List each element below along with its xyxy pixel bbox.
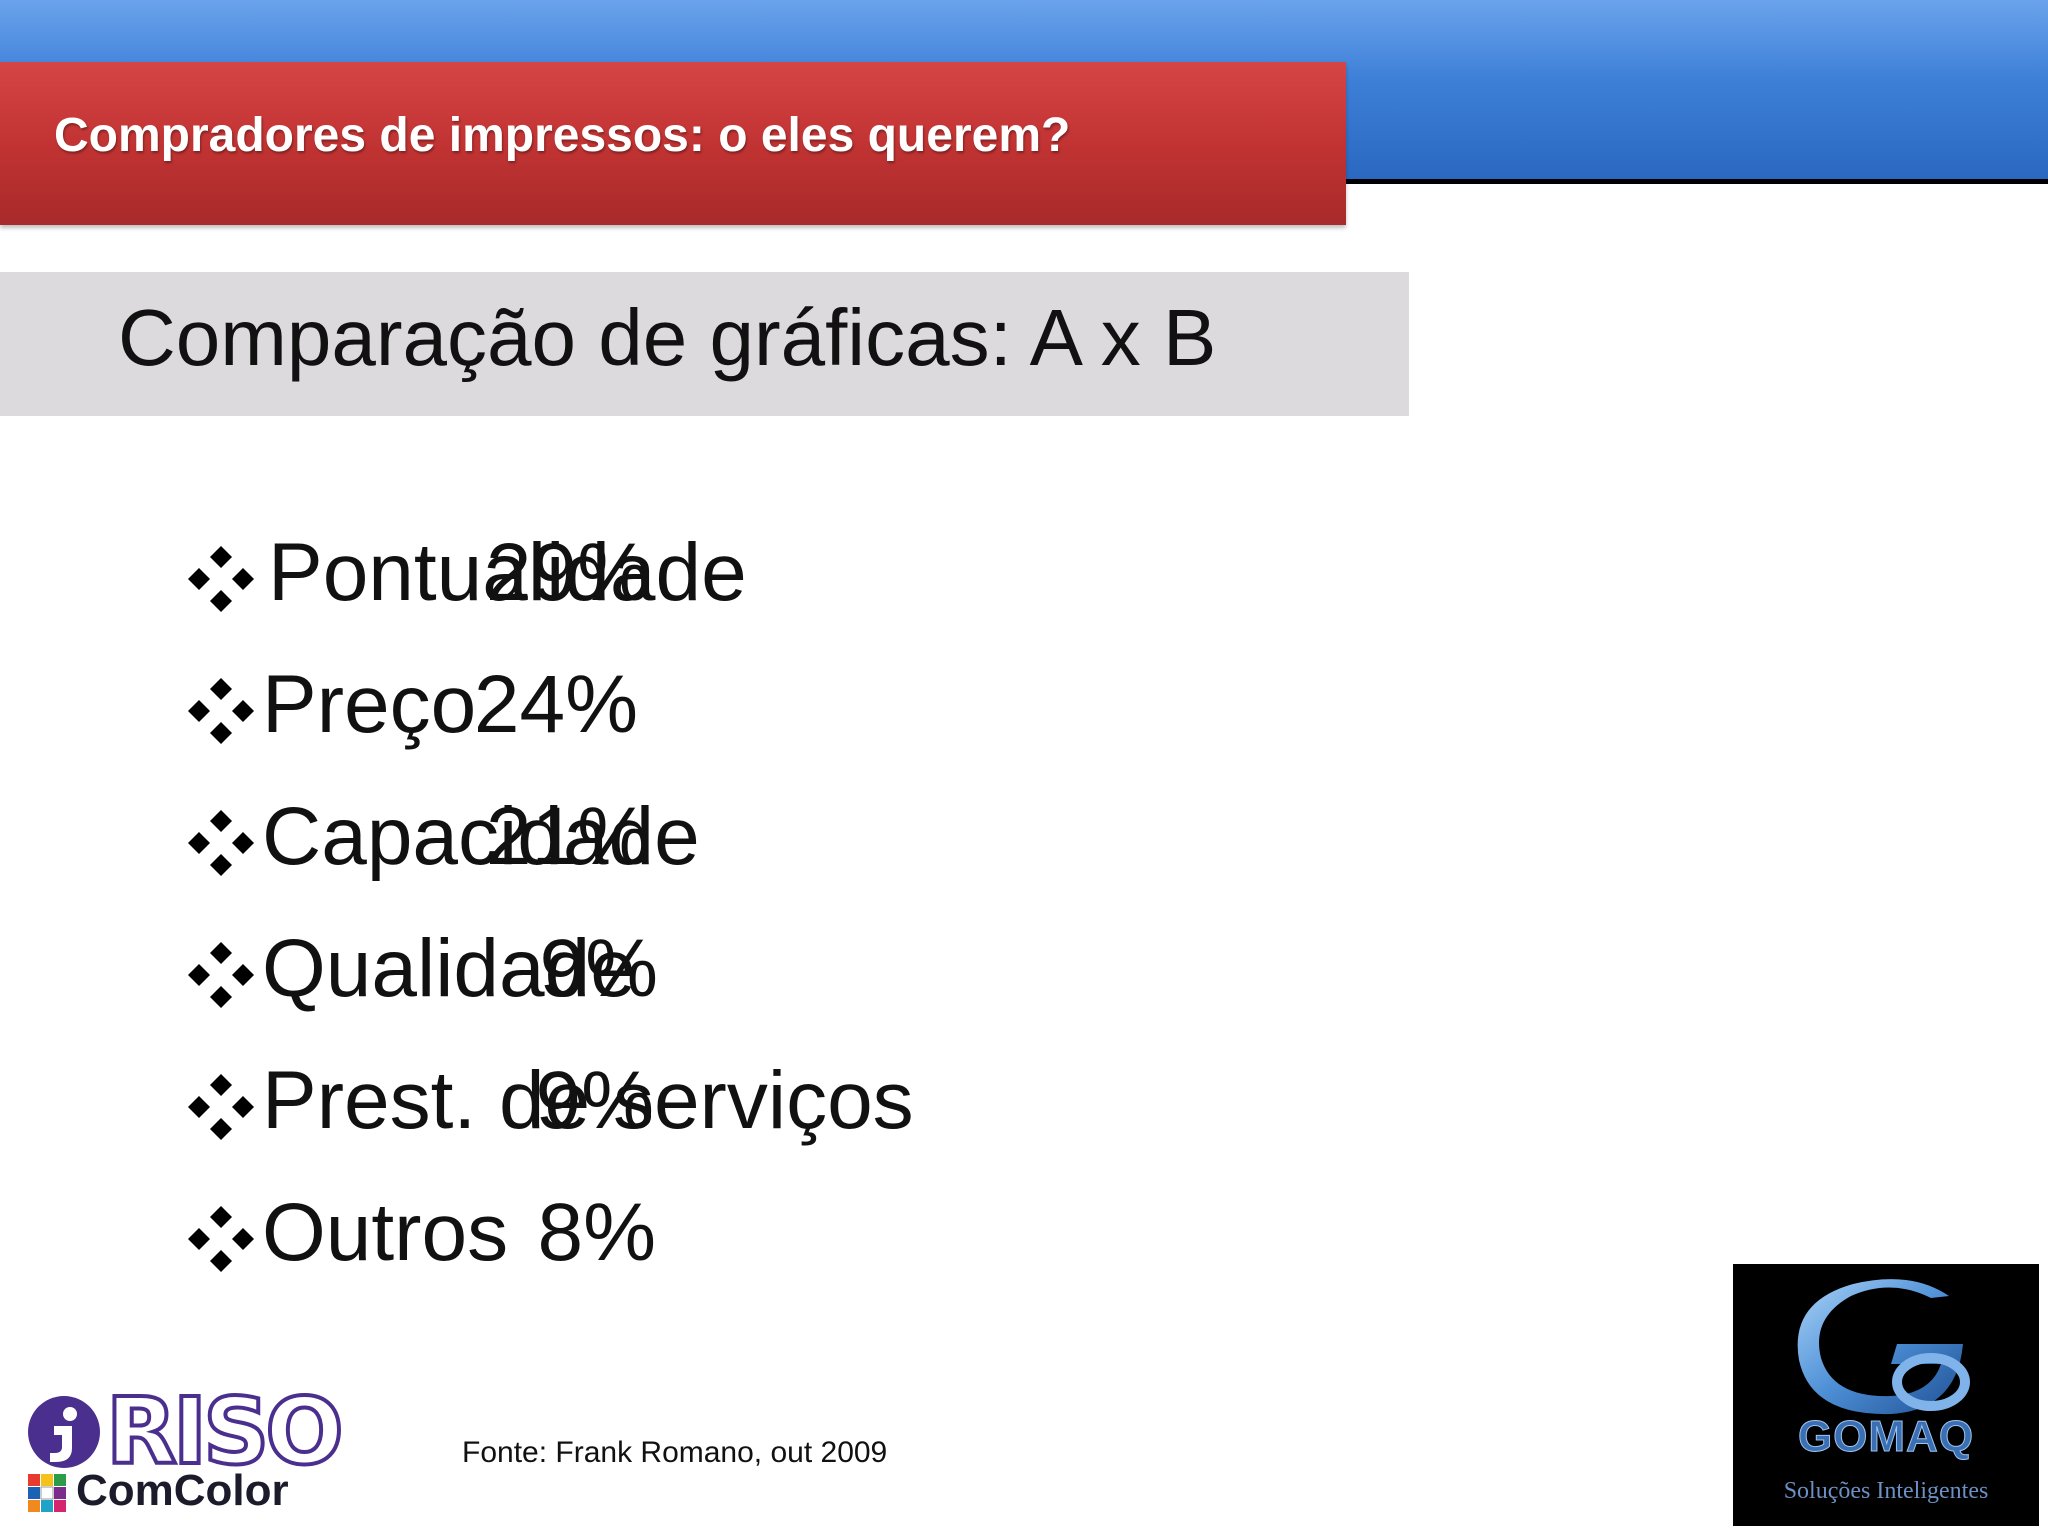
riso-wordmark: RISO (104, 1378, 346, 1485)
list-item: Qualidade 9% (0, 914, 1400, 1024)
diamond-bullet-icon (188, 1206, 254, 1272)
item-value: 9% (539, 923, 658, 1014)
diamond-bullet-icon (188, 678, 254, 744)
item-value: 21% (485, 791, 650, 882)
item-label: Prest. de serviços (262, 1055, 914, 1146)
slide-subtitle: Comparação de gráficas: A x B (118, 293, 1217, 382)
item-label: Qualidade (262, 923, 636, 1014)
item-value: 9% (535, 1055, 654, 1146)
diamond-bullet-icon (188, 810, 254, 876)
list-item: Capacidade 21% (0, 782, 1400, 892)
gomaq-tagline: Soluções Inteligentes (1783, 1478, 1989, 1504)
riso-mark-icon (28, 1396, 100, 1468)
item-label: Preço (262, 659, 477, 750)
list-item: Pontualidade 29% (0, 518, 1400, 628)
gomaq-g-icon (1797, 1279, 1970, 1415)
diamond-bullet-icon (188, 1074, 254, 1140)
list-item: Outros 8% (0, 1178, 1400, 1288)
diamond-bullet-icon (188, 942, 254, 1008)
source-note: Fonte: Frank Romano, out 2009 (462, 1436, 888, 1469)
gomaq-wordmark: GOMAQ (1797, 1412, 1975, 1462)
item-value: 24% (473, 659, 638, 750)
gomaq-logo: GOMAQ Soluções Inteligentes (1733, 1264, 2039, 1526)
riso-comcolor-logo: RISO ComColor (24, 1380, 346, 1522)
item-label: Pontualidade (268, 527, 747, 618)
item-value: 29% (485, 527, 650, 618)
list-item: Preço 24% (0, 650, 1400, 760)
item-label: Outros (262, 1187, 509, 1278)
item-value: 8% (537, 1187, 656, 1278)
color-squares-icon (28, 1474, 66, 1512)
diamond-bullet-icon (188, 546, 254, 612)
item-label: Capacidade (262, 791, 700, 882)
list-item: Prest. de serviços 9% (0, 1046, 1400, 1156)
comcolor-wordmark: ComColor (76, 1466, 289, 1515)
title-band (0, 62, 1346, 225)
subtitle-band (0, 272, 1409, 416)
slide-title: Compradores de impressos: o eles querem? (54, 109, 1071, 162)
